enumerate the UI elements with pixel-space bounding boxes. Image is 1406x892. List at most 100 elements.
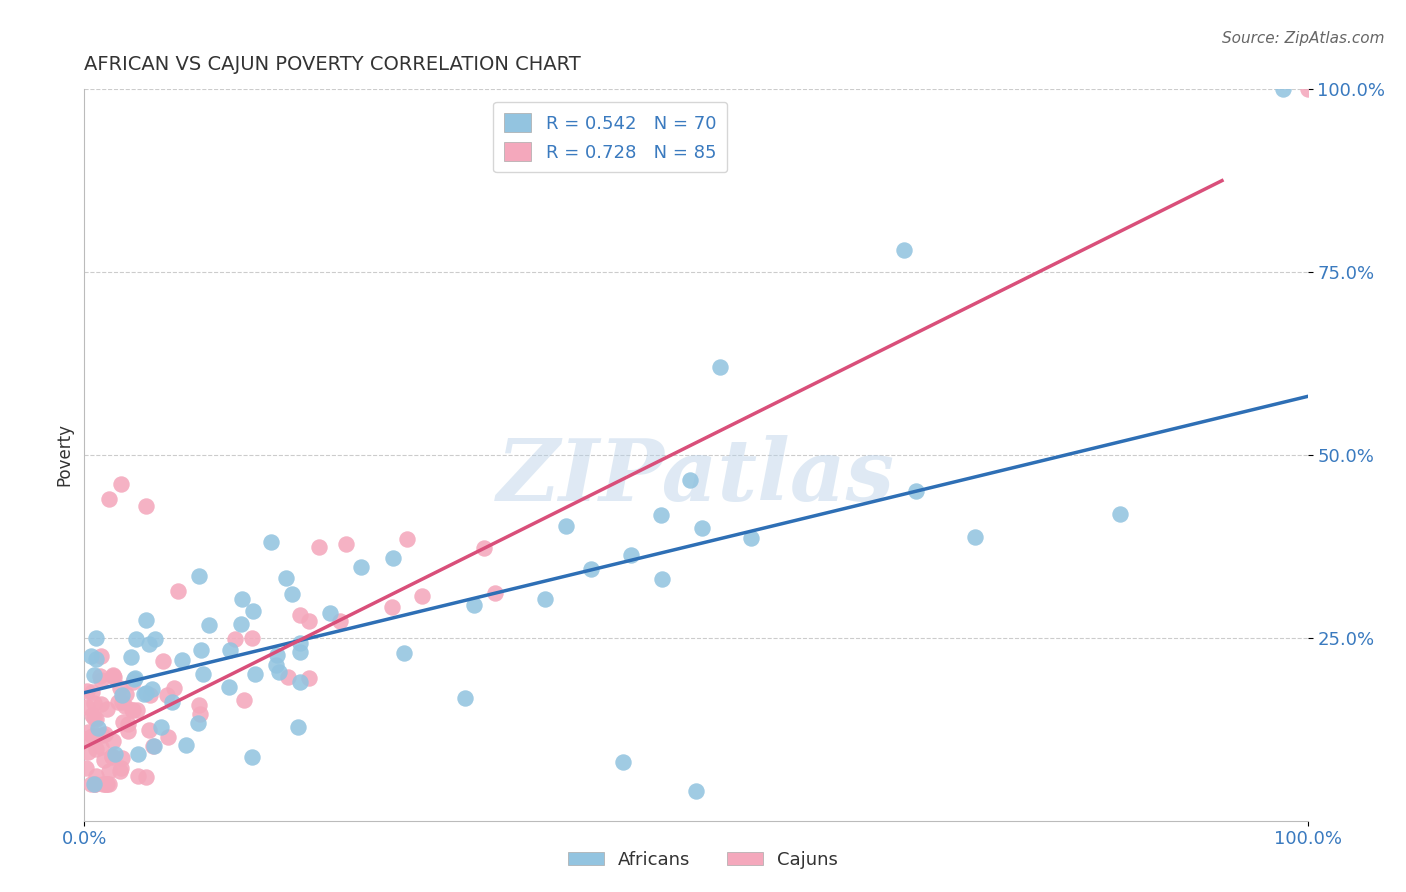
- Point: [127, 747, 149, 761]
- Point: [77, 725, 100, 739]
- Point: [411, 589, 433, 603]
- Point: [80, 777, 103, 791]
- Point: [219, 643, 242, 657]
- Point: [76, 731, 98, 745]
- Point: [127, 703, 149, 717]
- Point: [335, 537, 357, 551]
- Point: [101, 750, 124, 764]
- Point: [484, 586, 506, 600]
- Point: [83, 668, 105, 682]
- Point: [156, 688, 179, 702]
- Point: [117, 717, 139, 731]
- Point: [187, 716, 209, 731]
- Legend: Africans, Cajuns: Africans, Cajuns: [561, 844, 845, 876]
- Point: [190, 643, 212, 657]
- Point: [114, 699, 136, 714]
- Point: [101, 748, 124, 763]
- Point: [83, 777, 105, 791]
- Point: [96, 777, 118, 791]
- Point: [229, 617, 252, 632]
- Point: [101, 669, 124, 683]
- Point: [298, 614, 321, 628]
- Point: [905, 484, 928, 499]
- Point: [152, 654, 174, 668]
- Point: [690, 521, 713, 535]
- Point: [75, 761, 97, 775]
- Point: [454, 690, 477, 705]
- Point: [135, 770, 157, 784]
- Point: [290, 674, 312, 689]
- Point: [96, 777, 118, 791]
- Point: [260, 534, 283, 549]
- Point: [83, 711, 105, 725]
- Point: [232, 693, 254, 707]
- Text: Source: ZipAtlas.com: Source: ZipAtlas.com: [1222, 31, 1385, 46]
- Point: [76, 683, 98, 698]
- Point: [84, 652, 107, 666]
- Point: [266, 648, 288, 662]
- Point: [83, 777, 105, 791]
- Point: [108, 681, 131, 696]
- Point: [160, 695, 183, 709]
- Point: [1272, 82, 1295, 96]
- Point: [96, 702, 118, 716]
- Point: [581, 562, 603, 576]
- Point: [135, 499, 157, 513]
- Point: [103, 668, 125, 682]
- Point: [381, 550, 404, 565]
- Point: [350, 560, 373, 574]
- Point: [117, 723, 139, 738]
- Point: [963, 530, 986, 544]
- Point: [84, 769, 107, 783]
- Point: [1296, 82, 1319, 96]
- Point: [101, 734, 124, 748]
- Point: [90, 673, 112, 687]
- Point: [91, 728, 114, 742]
- Point: [84, 712, 107, 726]
- Point: [191, 667, 214, 681]
- Point: [242, 604, 264, 618]
- Point: [392, 646, 415, 660]
- Point: [103, 670, 125, 684]
- Point: [277, 670, 299, 684]
- Point: [138, 637, 160, 651]
- Point: [319, 606, 342, 620]
- Legend: R = 0.542   N = 70, R = 0.728   N = 85: R = 0.542 N = 70, R = 0.728 N = 85: [494, 102, 727, 172]
- Point: [97, 491, 120, 506]
- Point: [396, 532, 419, 546]
- Point: [245, 667, 267, 681]
- Point: [288, 645, 311, 659]
- Point: [111, 714, 134, 729]
- Point: [90, 648, 112, 663]
- Point: [231, 592, 253, 607]
- Point: [86, 742, 108, 756]
- Point: [463, 598, 485, 612]
- Point: [328, 615, 350, 629]
- Point: [381, 599, 404, 614]
- Point: [94, 777, 117, 791]
- Point: [110, 477, 132, 491]
- Point: [82, 707, 104, 722]
- Point: [122, 703, 145, 717]
- Point: [242, 631, 264, 645]
- Point: [97, 777, 120, 791]
- Text: ZIPatlas: ZIPatlas: [496, 435, 896, 518]
- Point: [472, 541, 495, 555]
- Point: [76, 699, 98, 714]
- Point: [650, 508, 672, 523]
- Point: [110, 761, 132, 775]
- Point: [93, 753, 115, 767]
- Point: [240, 750, 263, 764]
- Point: [82, 730, 104, 744]
- Point: [287, 720, 309, 734]
- Point: [188, 707, 211, 722]
- Point: [80, 685, 103, 699]
- Point: [143, 632, 166, 646]
- Point: [620, 548, 643, 562]
- Point: [80, 648, 103, 663]
- Point: [198, 618, 221, 632]
- Point: [893, 243, 915, 257]
- Point: [172, 653, 194, 667]
- Point: [163, 681, 186, 695]
- Point: [84, 728, 107, 742]
